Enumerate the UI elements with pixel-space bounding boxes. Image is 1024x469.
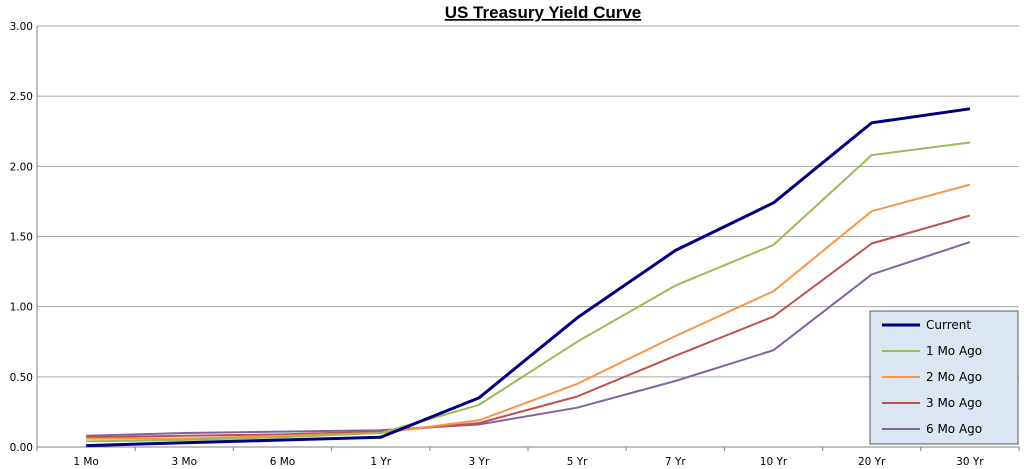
axes [36, 26, 1020, 451]
y-tick-labels: 0.00 0.50 1.00 1.50 2.00 2.50 3.00 [10, 21, 33, 454]
series-line-3-mo-ago [86, 214, 971, 439]
series-line-1-mo-ago [86, 141, 971, 443]
y-tick-label: 2.00 [10, 161, 33, 173]
x-tick-label: 1 Mo [73, 456, 99, 468]
legend-label: 2 Mo Ago [926, 370, 982, 384]
chart-title: US Treasury Yield Curve [445, 3, 642, 22]
y-tick-label: 1.50 [10, 232, 33, 244]
x-tick-labels: 1 Mo 3 Mo 6 Mo 1 Yr 3 Yr 5 Yr 7 Yr 10 Yr 20 Yr 30… [73, 456, 984, 468]
series-line-current [86, 107, 971, 448]
series-line-6-mo-ago [86, 241, 971, 437]
y-tick-label: 0.00 [10, 442, 33, 454]
series-lines [86, 107, 971, 448]
legend: Current 1 Mo Ago 2 Mo Ago 3 Mo Ago 6 Mo Ago [869, 310, 1019, 445]
x-tick-label: 5 Yr [567, 456, 588, 468]
x-tick-label: 30 Yr [956, 456, 984, 468]
gridlines [37, 25, 1019, 448]
legend-label: 6 Mo Ago [926, 422, 982, 436]
x-tick-label: 10 Yr [760, 456, 788, 468]
series-line-2-mo-ago [86, 183, 971, 440]
y-tick-label: 3.00 [10, 21, 33, 33]
y-tick-label: 0.50 [10, 372, 33, 384]
legend-label: Current [926, 318, 971, 332]
x-tick-label: 3 Mo [172, 456, 198, 468]
x-tick-label: 7 Yr [665, 456, 686, 468]
x-tick-label: 1 Yr [370, 456, 391, 468]
y-tick-label: 2.50 [10, 91, 33, 103]
y-tick-label: 1.00 [10, 302, 33, 314]
x-tick-label: 3 Yr [469, 456, 490, 468]
legend-label: 3 Mo Ago [926, 396, 982, 410]
legend-label: 1 Mo Ago [926, 344, 982, 358]
x-tick-label: 6 Mo [270, 456, 296, 468]
x-tick-label: 20 Yr [858, 456, 886, 468]
